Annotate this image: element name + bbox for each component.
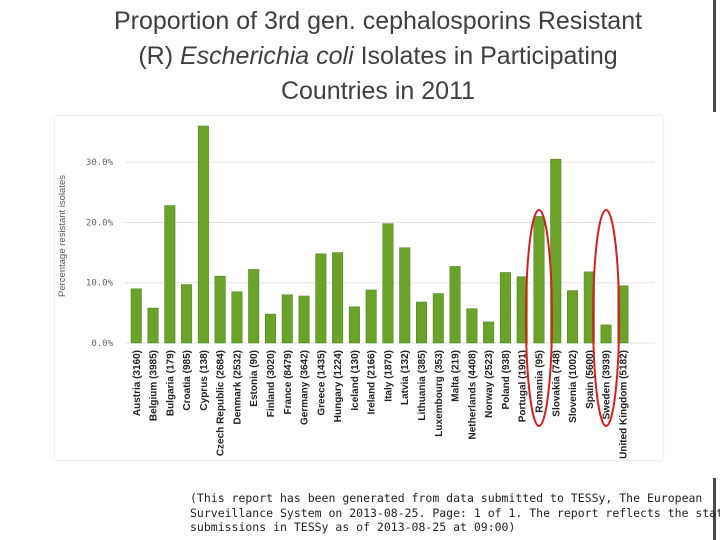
x-tick-label: Lithuania (385) (417, 350, 428, 421)
bar (315, 253, 327, 344)
bar (416, 301, 428, 344)
x-tick-label: Germany (3642) (300, 350, 311, 425)
x-tick-label: Slovakia (748) (551, 350, 562, 417)
bar (181, 284, 193, 344)
x-tick-label: Poland (938) (501, 350, 512, 409)
x-tick-label: Hungary (1224) (333, 350, 344, 422)
bar (382, 223, 394, 344)
x-tick-label: Romania (95) (534, 350, 545, 413)
bar (550, 158, 562, 344)
chart-panel: 0.0% 10.0% 20.0% 30.0% Austria (3160) Belgiu… (55, 116, 663, 460)
highlight-ellipse (524, 209, 553, 427)
bar (365, 289, 377, 344)
bar (432, 293, 444, 344)
report-footnote: (This report has been generated from dat… (190, 491, 720, 535)
bar (533, 216, 545, 344)
bars (130, 125, 629, 344)
y-tick-label: 10.0% (86, 279, 114, 289)
bar (248, 269, 260, 344)
footnote-line-2: Surveillance System on 2013-08-25. Page:… (190, 505, 720, 520)
title-line-1: Proportion of 3rd gen. cephalosporins Re… (113, 7, 643, 35)
title-organism: Escherichia coli (179, 42, 354, 70)
x-tick-label: Estonia (90) (249, 350, 260, 407)
bar (264, 313, 276, 344)
y-tick-label: 20.0% (86, 218, 114, 228)
bar (617, 285, 629, 344)
bar (499, 272, 511, 344)
title-line-2-prefix: (R) (138, 42, 180, 70)
x-tick-label: Croatia (985) (182, 350, 193, 411)
x-tick-label: Slovenia (1002) (568, 350, 579, 423)
bar (483, 321, 495, 344)
y-axis-title: Percentage resistant isolates (57, 175, 68, 297)
y-tick-label: 0.0% (91, 339, 113, 349)
highlight-ellipse (592, 209, 621, 427)
title-line-2-suffix: Isolates in Participating (353, 42, 618, 70)
resistance-bar-chart: 0.0% 10.0% 20.0% 30.0% Austria (3160) Belgiu… (57, 125, 655, 459)
x-tick-label: Belgium (3985) (149, 350, 160, 421)
bar (583, 271, 595, 344)
bar (164, 205, 176, 344)
x-tick-label: Luxembourg (353) (434, 350, 445, 437)
x-tick-label: Czech Republic (2684) (216, 350, 227, 456)
bar (399, 247, 411, 344)
bar (214, 275, 226, 344)
x-tick-label: Malta (219) (451, 350, 462, 402)
x-tick-label: Norway (2523) (484, 350, 495, 418)
x-tick-label: Netherlands (4408) (467, 350, 478, 439)
x-tick-label: United Kingdom (5182) (618, 350, 629, 459)
x-tick-label: Cyprus (138) (199, 350, 210, 411)
bar (348, 306, 360, 344)
bar (449, 266, 461, 344)
decorative-bar-bottom (713, 478, 716, 540)
footnote-line-3: submissions in TESSy as of 2013-08-25 at… (190, 520, 516, 534)
highlight-ellipses (524, 209, 621, 427)
footnote-line-1: (This report has been generated from dat… (190, 491, 703, 505)
x-tick-label: Portugal (1901) (518, 350, 529, 422)
x-tick-label: Greece (1435) (316, 350, 327, 416)
bar (332, 252, 344, 344)
bar (130, 288, 142, 344)
bar (466, 308, 478, 344)
x-tick-label: Ireland (2166) (367, 350, 378, 414)
decorative-bar-top (713, 0, 716, 112)
y-tick-labels: 0.0% 10.0% 20.0% 30.0% (86, 158, 114, 349)
title-line-2: (R) Escherichia coli Isolates in Partici… (60, 39, 696, 74)
x-tick-label: Denmark (2532) (232, 350, 243, 424)
x-tick-label: Italy (1870) (383, 350, 394, 402)
x-tick-label: Austria (3160) (132, 350, 143, 416)
x-tick-label: Spain (5600) (585, 350, 596, 409)
x-tick-label: France (8479) (283, 350, 294, 414)
bar (600, 324, 612, 344)
slide-title: Proportion of 3rd gen. cephalosporins Re… (60, 4, 696, 109)
x-tick-label: Sweden (3939) (602, 350, 613, 419)
title-line-3: Countries in 2011 (280, 77, 476, 105)
x-tick-label: Bulgaria (179) (165, 350, 176, 416)
x-tick-label: Finland (3020) (266, 350, 277, 417)
bar (147, 307, 159, 344)
y-tick-label: 30.0% (86, 158, 114, 168)
bar (516, 276, 528, 344)
x-tick-label: Latvia (132) (400, 350, 411, 405)
x-tick-labels: Austria (3160) Belgium (3985) Bulgaria (17… (132, 350, 630, 459)
bar (281, 294, 293, 344)
bar (197, 125, 209, 344)
x-tick-label: Iceland (130) (350, 350, 361, 411)
bar (298, 295, 310, 344)
bar (567, 290, 579, 344)
bar (231, 291, 243, 344)
